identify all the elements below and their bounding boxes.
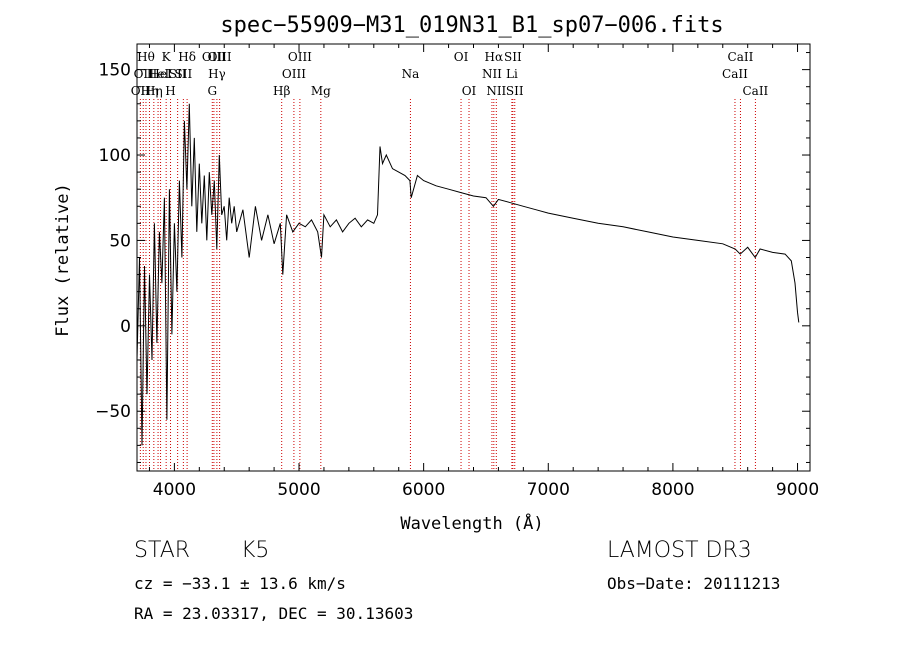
y-tick-label: 50 (109, 231, 131, 251)
spectral-line-label: Hη (141, 84, 159, 98)
spectral-line-label: CaII (728, 50, 754, 64)
observation-date: Obs−Date: 20111213 (607, 574, 781, 593)
spectrum-chart: spec−55909−M31_019N31_B1_sp07−006.fits O… (53, 13, 819, 534)
x-tick-label: 5000 (277, 480, 320, 500)
x-tick-label: 9000 (776, 480, 819, 500)
spectral-line-label: OII (131, 84, 151, 98)
spectral-line-label: Li (506, 67, 518, 81)
spectral-line-label: NII (482, 67, 502, 81)
spectral-line-label: OI (454, 50, 469, 64)
y-tick-label: −50 (95, 402, 131, 422)
spectral-line-label: CaII (742, 84, 768, 98)
chart-title: spec−55909−M31_019N31_B1_sp07−006.fits (220, 13, 723, 38)
spectral-line-label: NII (486, 84, 506, 98)
spectral-line-label: Hδ (178, 50, 196, 64)
object-subclass: K5 (241, 538, 270, 563)
axis-ticks: 4000 5000 6000 7000 8000 9000 −50 0 50 100 150 (95, 44, 819, 500)
spectral-line-label: Mg (311, 84, 331, 98)
spectral-line-label: Hα (485, 50, 504, 64)
spectral-line-label: SII (175, 67, 193, 81)
spectral-line-label: OIII (208, 50, 232, 64)
spectral-line-label: OIII (202, 50, 226, 64)
y-axis-label: Flux (relative) (53, 183, 73, 337)
plot-frame (136, 43, 811, 472)
ra-dec-coordinates: RA = 23.03317, DEC = 30.13603 (134, 604, 414, 623)
spectral-line-label: CaII (722, 67, 748, 81)
y-tick-label: 100 (99, 146, 131, 166)
spectral-line-markers: OIIOIIHθHηHηHeIHeIKHSIISIIHδGOIIIHγOIIIH… (131, 50, 769, 471)
redshift-velocity: cz = −33.1 ± 13.6 km/s (134, 574, 346, 593)
spectral-line-label: Hβ (273, 84, 290, 98)
spectral-line-label: K (162, 50, 172, 64)
spectral-line-label: SII (169, 67, 187, 81)
spectral-line-label: OI (462, 84, 477, 98)
spectral-line-label: Na (402, 67, 420, 81)
x-tick-label: 4000 (153, 480, 196, 500)
x-tick-label: 6000 (402, 480, 445, 500)
object-class: STAR (134, 538, 191, 563)
spectral-line-label: G (207, 84, 217, 98)
spectral-line-label: SII (506, 84, 524, 98)
x-tick-label: 7000 (527, 480, 570, 500)
x-tick-label: 8000 (651, 480, 694, 500)
y-tick-label: 0 (120, 317, 131, 337)
spectral-line-label: Hη (145, 84, 163, 98)
spectral-line-label: OII (134, 67, 154, 81)
survey-release: LAMOST DR3 (607, 538, 752, 563)
y-tick-label: 150 (99, 61, 131, 81)
spectral-line-label: Hθ (137, 50, 155, 64)
spectral-line-label: SII (504, 50, 522, 64)
flux-series-line (136, 103, 800, 446)
spectral-line-label: H (165, 84, 175, 98)
spectral-line-label: Hγ (208, 67, 226, 81)
spectral-line-label: HeI (149, 67, 172, 81)
x-axis-label: Wavelength (Å) (400, 512, 543, 534)
spectral-line-label: OIII (282, 67, 306, 81)
spectral-line-label: HeI (147, 67, 170, 81)
spectral-line-label: OIII (288, 50, 312, 64)
